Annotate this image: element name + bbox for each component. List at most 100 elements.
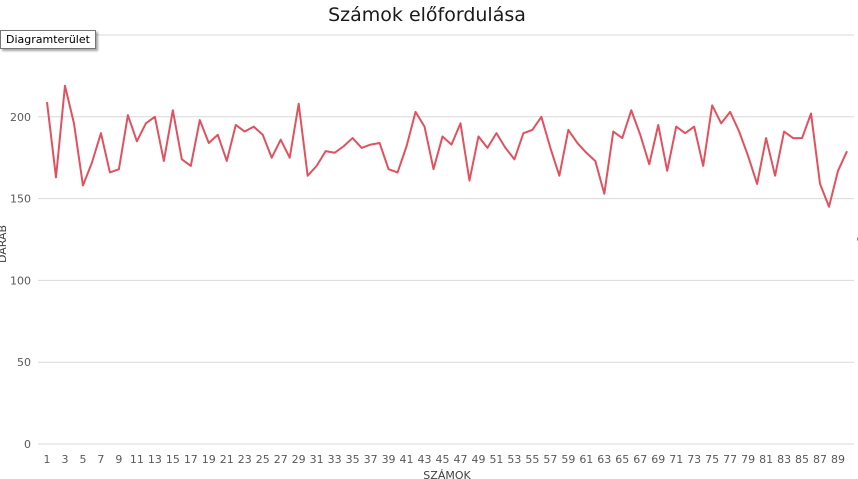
data-point[interactable] [224,158,230,164]
data-point[interactable] [305,173,311,179]
data-point[interactable] [107,169,113,175]
chart-title: Számok előfordulása [328,4,526,26]
data-point[interactable] [835,168,841,174]
data-point[interactable] [655,122,661,128]
data-point[interactable] [673,124,679,130]
data-point[interactable] [368,142,374,148]
data-point[interactable] [466,178,472,184]
data-point[interactable] [98,130,104,136]
data-point[interactable] [610,129,616,135]
data-point[interactable] [386,166,392,172]
data-point[interactable] [448,142,454,148]
data-point[interactable] [844,148,850,154]
data-point[interactable] [826,204,832,210]
data-point[interactable] [700,163,706,169]
data-point[interactable] [493,130,499,136]
data-point[interactable] [269,155,275,161]
data-point[interactable] [215,132,221,138]
data-point[interactable] [233,122,239,128]
data-point[interactable] [709,102,715,108]
gridlines [38,34,854,445]
data-point[interactable] [80,183,86,189]
data-point[interactable] [772,173,778,179]
data-point[interactable] [520,130,526,136]
data-point[interactable] [718,120,724,126]
data-point[interactable] [377,140,383,146]
data-point[interactable] [188,163,194,169]
data-point[interactable] [206,140,212,146]
data-point[interactable] [242,129,248,135]
data-point[interactable] [116,166,122,172]
data-point[interactable] [475,133,481,139]
data-point[interactable] [601,191,607,197]
data-point[interactable] [62,83,68,89]
data-point[interactable] [332,150,338,156]
data-point[interactable] [808,111,814,117]
data-point[interactable] [422,124,428,130]
data-point[interactable] [413,109,419,115]
data-point[interactable] [359,145,365,151]
data-point[interactable] [287,155,293,161]
data-point[interactable] [440,133,446,139]
data-point[interactable] [727,109,733,115]
data-point[interactable] [745,153,751,159]
data-point[interactable] [763,135,769,141]
data-point[interactable] [457,120,463,126]
data-point[interactable] [511,156,517,162]
x-tick-label: 23 [238,453,252,466]
data-point[interactable] [53,174,59,180]
data-point[interactable] [583,150,589,156]
series-line[interactable] [46,84,848,208]
x-tick-label: 63 [597,453,611,466]
data-point[interactable] [817,181,823,187]
data-point[interactable] [565,127,571,133]
data-point[interactable] [260,132,266,138]
x-tick-label: 11 [130,453,144,466]
data-point[interactable] [547,145,553,151]
data-point[interactable] [251,124,257,130]
data-point[interactable] [314,163,320,169]
data-point[interactable] [278,137,284,143]
data-point[interactable] [592,158,598,164]
data-point[interactable] [179,156,185,162]
data-point[interactable] [152,114,158,120]
data-point[interactable] [170,107,176,113]
data-point[interactable] [71,120,77,126]
data-point[interactable] [682,130,688,136]
data-point[interactable] [538,114,544,120]
data-point[interactable] [323,148,329,154]
data-point[interactable] [502,145,508,151]
data-point[interactable] [556,173,562,179]
data-point[interactable] [484,145,490,151]
data-point[interactable] [161,158,167,164]
x-tick-label: 49 [471,453,485,466]
data-point[interactable] [790,135,796,141]
data-point[interactable] [754,181,760,187]
data-point[interactable] [664,168,670,174]
x-tick-label: 45 [436,453,450,466]
data-point[interactable] [637,132,643,138]
x-tick-label: 35 [346,453,360,466]
data-point[interactable] [44,99,50,105]
data-point[interactable] [125,112,131,118]
data-point[interactable] [691,124,697,130]
data-point[interactable] [350,135,356,141]
data-point[interactable] [736,129,742,135]
data-point[interactable] [134,138,140,144]
data-point[interactable] [89,160,95,166]
data-point[interactable] [341,143,347,149]
data-point[interactable] [781,129,787,135]
data-point[interactable] [799,135,805,141]
data-point[interactable] [619,135,625,141]
data-point[interactable] [574,140,580,146]
data-point[interactable] [395,169,401,175]
data-point[interactable] [404,143,410,149]
data-point[interactable] [529,127,535,133]
data-point[interactable] [431,166,437,172]
data-point[interactable] [628,107,634,113]
data-point[interactable] [143,120,149,126]
data-point[interactable] [197,117,203,123]
data-point[interactable] [646,161,652,167]
data-point[interactable] [296,101,302,107]
